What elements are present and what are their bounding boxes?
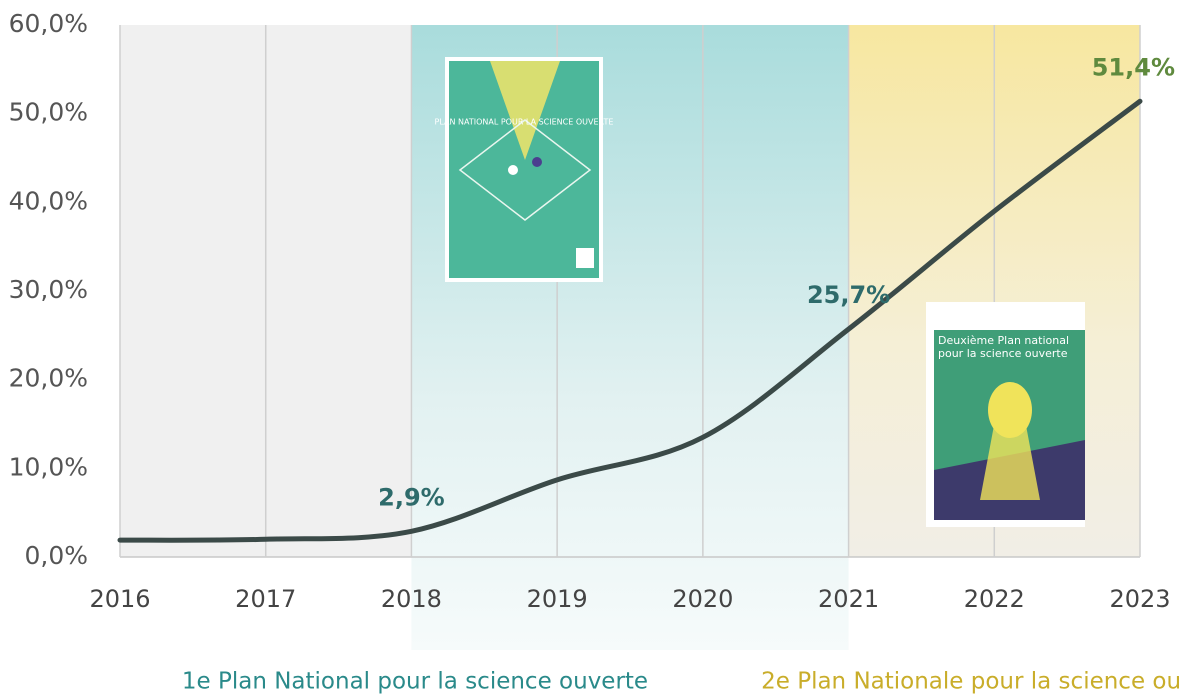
y-tick-label: 0,0%	[24, 541, 88, 570]
period-label: 1e Plan National pour la science ouverte	[182, 669, 648, 695]
x-tick-label: 2021	[818, 585, 879, 613]
x-tick-label: 2022	[964, 585, 1025, 613]
x-tick-label: 2016	[89, 585, 150, 613]
poster: PLAN NATIONAL POUR LA SCIENCE OUVERTE	[435, 57, 614, 282]
poster-title: Deuxième Plan national pour la science o…	[938, 334, 1070, 360]
data-label: 51,4%	[1092, 53, 1175, 81]
data-label: 2,9%	[378, 483, 445, 511]
x-tick-label: 2020	[672, 585, 733, 613]
data-label: 25,7%	[807, 281, 890, 309]
y-tick-label: 60,0%	[9, 9, 88, 38]
x-tick-label: 2018	[381, 585, 442, 613]
x-tick-label: 2017	[235, 585, 296, 613]
x-tick-label: 2023	[1109, 585, 1170, 613]
period-label: 2e Plan Nationale pour la science ouvert…	[761, 669, 1179, 695]
x-tick-label: 2019	[527, 585, 588, 613]
y-tick-label: 10,0%	[9, 452, 88, 481]
poster: Deuxième Plan national pour la science o…	[926, 302, 1085, 527]
poster-title: PLAN NATIONAL POUR LA SCIENCE OUVERTE	[435, 118, 614, 127]
y-tick-label: 40,0%	[9, 186, 88, 215]
y-tick-label: 20,0%	[9, 364, 88, 393]
y-tick-label: 30,0%	[9, 275, 88, 304]
data-line	[117, 98, 1143, 543]
y-tick-label: 50,0%	[9, 98, 88, 127]
